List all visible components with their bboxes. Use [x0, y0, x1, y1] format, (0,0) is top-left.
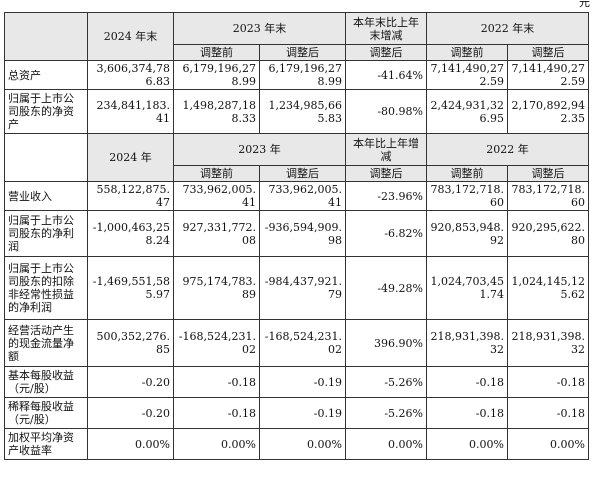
table-row: 稀释每股收益（元/股） -0.20 -0.18 -0.19 -5.26% -0.… [4, 397, 589, 429]
value-prev-after: -936,594,909.98 [259, 210, 346, 257]
value-prev2-before: 0.00% [426, 428, 508, 460]
value-prev-after: -168,524,231.02 [259, 319, 346, 367]
value-prev2-after: -0.18 [507, 397, 589, 429]
table1-header-prev-after: 调整后 [259, 44, 346, 61]
value-current: 558,122,875.47 [87, 181, 174, 211]
value-prev2-before: 1,024,703,451.74 [426, 256, 508, 320]
table2-header-prev-after: 调整后 [259, 165, 346, 182]
table1-header-change: 本年末比上年末增减 [345, 12, 427, 45]
table2-header-change: 本年比上年增减 [345, 133, 427, 166]
row-label: 经营活动产生的现金流量净额 [4, 319, 88, 367]
table-row: 经营活动产生的现金流量净额 500,352,276.85 -168,524,23… [4, 319, 589, 367]
value-prev-before: 927,331,772.08 [173, 210, 260, 257]
table-row: 加权平均净资产收益率 0.00% 0.00% 0.00% 0.00% 0.00%… [4, 428, 589, 460]
value-prev2-after: 7,141,490,272.59 [507, 60, 589, 90]
value-prev2-before: -0.18 [426, 397, 508, 429]
row-label: 营业收入 [4, 181, 88, 211]
value-change: 0.00% [345, 428, 427, 460]
unit-label: 元 [579, 0, 590, 9]
row-label: 加权平均净资产收益率 [4, 428, 88, 460]
table1-header-prev-year: 2023 年末 [173, 12, 346, 45]
value-prev-after: 6,179,196,278.99 [259, 60, 346, 90]
value-prev2-after: 0.00% [507, 428, 589, 460]
value-prev-before: 975,174,783.89 [173, 256, 260, 320]
table1-header-current-year: 2024 年末 [87, 12, 174, 61]
value-prev-after: -0.19 [259, 397, 346, 429]
table2-corner-cell [4, 133, 88, 182]
value-current: 3,606,374,786.83 [87, 60, 174, 90]
table2-header-prev2-after: 调整后 [507, 165, 589, 182]
value-prev-before: -0.18 [173, 397, 260, 429]
value-prev-before: 733,962,005.41 [173, 181, 260, 211]
value-current: 234,841,183.41 [87, 89, 174, 134]
value-change: -41.64% [345, 60, 427, 90]
value-current: -1,469,551,585.97 [87, 256, 174, 320]
table-row: 归属于上市公司股东的净资产 234,841,183.41 1,498,287,1… [4, 89, 589, 134]
value-prev-before: -0.18 [173, 366, 260, 398]
value-prev2-after: 218,931,398.32 [507, 319, 589, 367]
value-prev2-after: 1,024,145,125.62 [507, 256, 589, 320]
value-prev2-after: 920,295,622.80 [507, 210, 589, 257]
value-prev2-after: -0.18 [507, 366, 589, 398]
table1-header-prev2-year: 2022 年末 [426, 12, 589, 45]
value-change: -6.82% [345, 210, 427, 257]
value-prev2-before: 7,141,490,272.59 [426, 60, 508, 90]
table-row: 营业收入 558,122,875.47 733,962,005.41 733,9… [4, 181, 589, 211]
value-prev-after: 1,234,985,665.83 [259, 89, 346, 134]
value-change: -5.26% [345, 366, 427, 398]
financial-summary-table: 2024 年末 2023 年末 本年末比上年末增减 2022 年末 调整前 调整… [4, 12, 589, 460]
table-row: 归属于上市公司股东的净利润 -1,000,463,258.24 927,331,… [4, 210, 589, 257]
table1-header-row-1: 2024 年末 2023 年末 本年末比上年末增减 2022 年末 [4, 12, 589, 61]
value-change: -80.98% [345, 89, 427, 134]
table2-header-current-year: 2024 年 [87, 133, 174, 182]
table-row: 基本每股收益（元/股） -0.20 -0.18 -0.19 -5.26% -0.… [4, 366, 589, 398]
value-prev-after: -0.19 [259, 366, 346, 398]
value-prev2-before: 920,853,948.92 [426, 210, 508, 257]
row-label: 归属于上市公司股东的净资产 [4, 89, 88, 134]
table2-header-row-1: 2024 年 2023 年 本年比上年增减 2022 年 [4, 133, 589, 182]
value-prev-after: 0.00% [259, 428, 346, 460]
table1-header-row-2: 调整前 调整后 调整后 调整前 调整后 [5, 44, 589, 61]
value-prev2-before: 2,424,931,326.95 [426, 89, 508, 134]
table-row: 总资产 3,606,374,786.83 6,179,196,278.99 6,… [4, 60, 589, 90]
value-current: -1,000,463,258.24 [87, 210, 174, 257]
table2-header-prev2-year: 2022 年 [426, 133, 589, 166]
value-prev-after: -984,437,921.79 [259, 256, 346, 320]
value-current: 0.00% [87, 428, 174, 460]
table1-header-change-after: 调整后 [345, 44, 427, 61]
table-row: 归属于上市公司股东的扣除非经常性损益的净利润 -1,469,551,585.97… [4, 256, 589, 320]
table2-header-change-after: 调整后 [345, 165, 427, 182]
value-prev2-before: 783,172,718.60 [426, 181, 508, 211]
value-prev-before: 6,179,196,278.99 [173, 60, 260, 90]
table2-header-prev-before: 调整前 [173, 165, 260, 182]
value-prev-before: 1,498,287,188.33 [173, 89, 260, 134]
value-prev-after: 733,962,005.41 [259, 181, 346, 211]
value-prev2-before: 218,931,398.32 [426, 319, 508, 367]
row-label: 基本每股收益（元/股） [4, 366, 88, 398]
value-prev-before: 0.00% [173, 428, 260, 460]
table2-header-prev-year: 2023 年 [173, 133, 346, 166]
value-prev2-before: -0.18 [426, 366, 508, 398]
value-current: 500,352,276.85 [87, 319, 174, 367]
table2-header-prev2-before: 调整前 [426, 165, 508, 182]
value-change: -23.96% [345, 181, 427, 211]
table1-corner-cell [4, 12, 88, 61]
value-prev-before: -168,524,231.02 [173, 319, 260, 367]
value-current: -0.20 [87, 366, 174, 398]
value-prev2-after: 783,172,718.60 [507, 181, 589, 211]
table1-header-prev2-before: 调整前 [426, 44, 508, 61]
row-label: 归属于上市公司股东的扣除非经常性损益的净利润 [4, 256, 88, 320]
row-label: 归属于上市公司股东的净利润 [4, 210, 88, 257]
row-label: 总资产 [4, 60, 88, 90]
table1-header-prev-before: 调整前 [173, 44, 260, 61]
value-change: 396.90% [345, 319, 427, 367]
value-current: -0.20 [87, 397, 174, 429]
value-prev2-after: 2,170,892,942.35 [507, 89, 589, 134]
table1-header-prev2-after: 调整后 [507, 44, 589, 61]
value-change: -5.26% [345, 397, 427, 429]
row-label: 稀释每股收益（元/股） [4, 397, 88, 429]
value-change: -49.28% [345, 256, 427, 320]
